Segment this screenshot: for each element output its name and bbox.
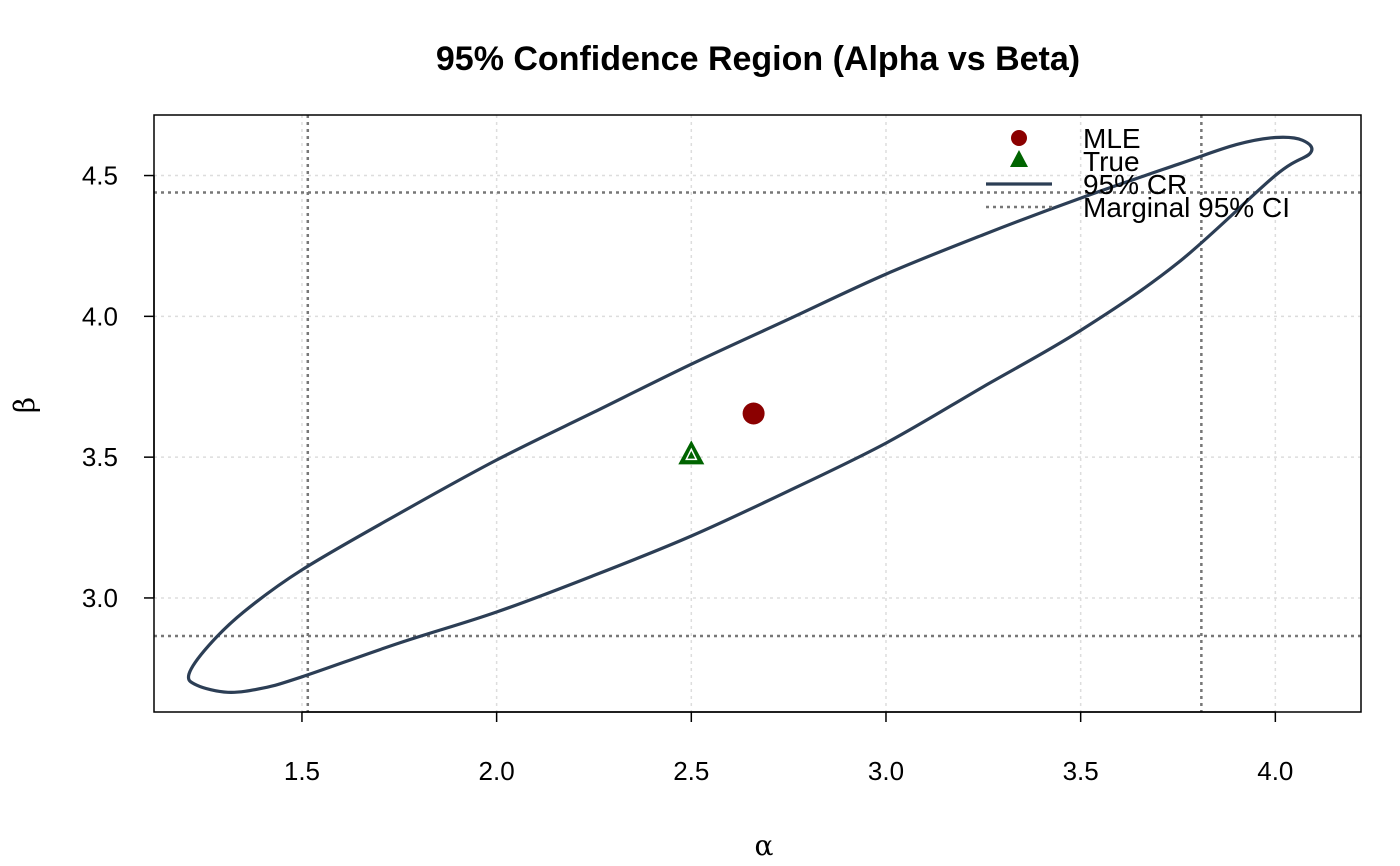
marginal-ci-lines (154, 115, 1361, 712)
legend-mle-swatch (1011, 130, 1027, 146)
mle-marker (742, 402, 765, 425)
confidence-region-ellipse (186, 135, 1314, 694)
chart-title: 95% Confidence Region (Alpha vs Beta) (436, 40, 1080, 78)
x-tick-label: 2.5 (673, 756, 709, 786)
legend-label: 95% CR (1083, 169, 1187, 200)
y-axis-label: β (8, 397, 41, 413)
x-tick-label: 3.5 (1063, 756, 1099, 786)
y-tick-label: 3.5 (82, 442, 118, 472)
x-tick-label: 1.5 (284, 756, 320, 786)
y-tick-label: 4.0 (82, 301, 118, 331)
legend-label: True (1083, 146, 1140, 177)
y-axis: 3.0 3.5 4.0 4.5 (82, 161, 155, 613)
y-tick-label: 4.5 (82, 161, 118, 191)
x-tick-label: 2.0 (479, 756, 515, 786)
point-markers (678, 402, 765, 465)
legend-label: MLE (1083, 123, 1141, 154)
x-axis-label: α (755, 829, 774, 862)
x-axis: 1.5 2.0 2.5 3.0 3.5 4.0 (284, 711, 1293, 786)
true-value-marker (678, 440, 705, 465)
x-tick-label: 4.0 (1257, 756, 1293, 786)
y-tick-label: 3.0 (82, 583, 118, 613)
legend-true-swatch (1010, 150, 1028, 167)
true-value-marker-inner (685, 447, 698, 461)
x-tick-label: 3.0 (868, 756, 904, 786)
legend-label: Marginal 95% CI (1083, 192, 1290, 223)
